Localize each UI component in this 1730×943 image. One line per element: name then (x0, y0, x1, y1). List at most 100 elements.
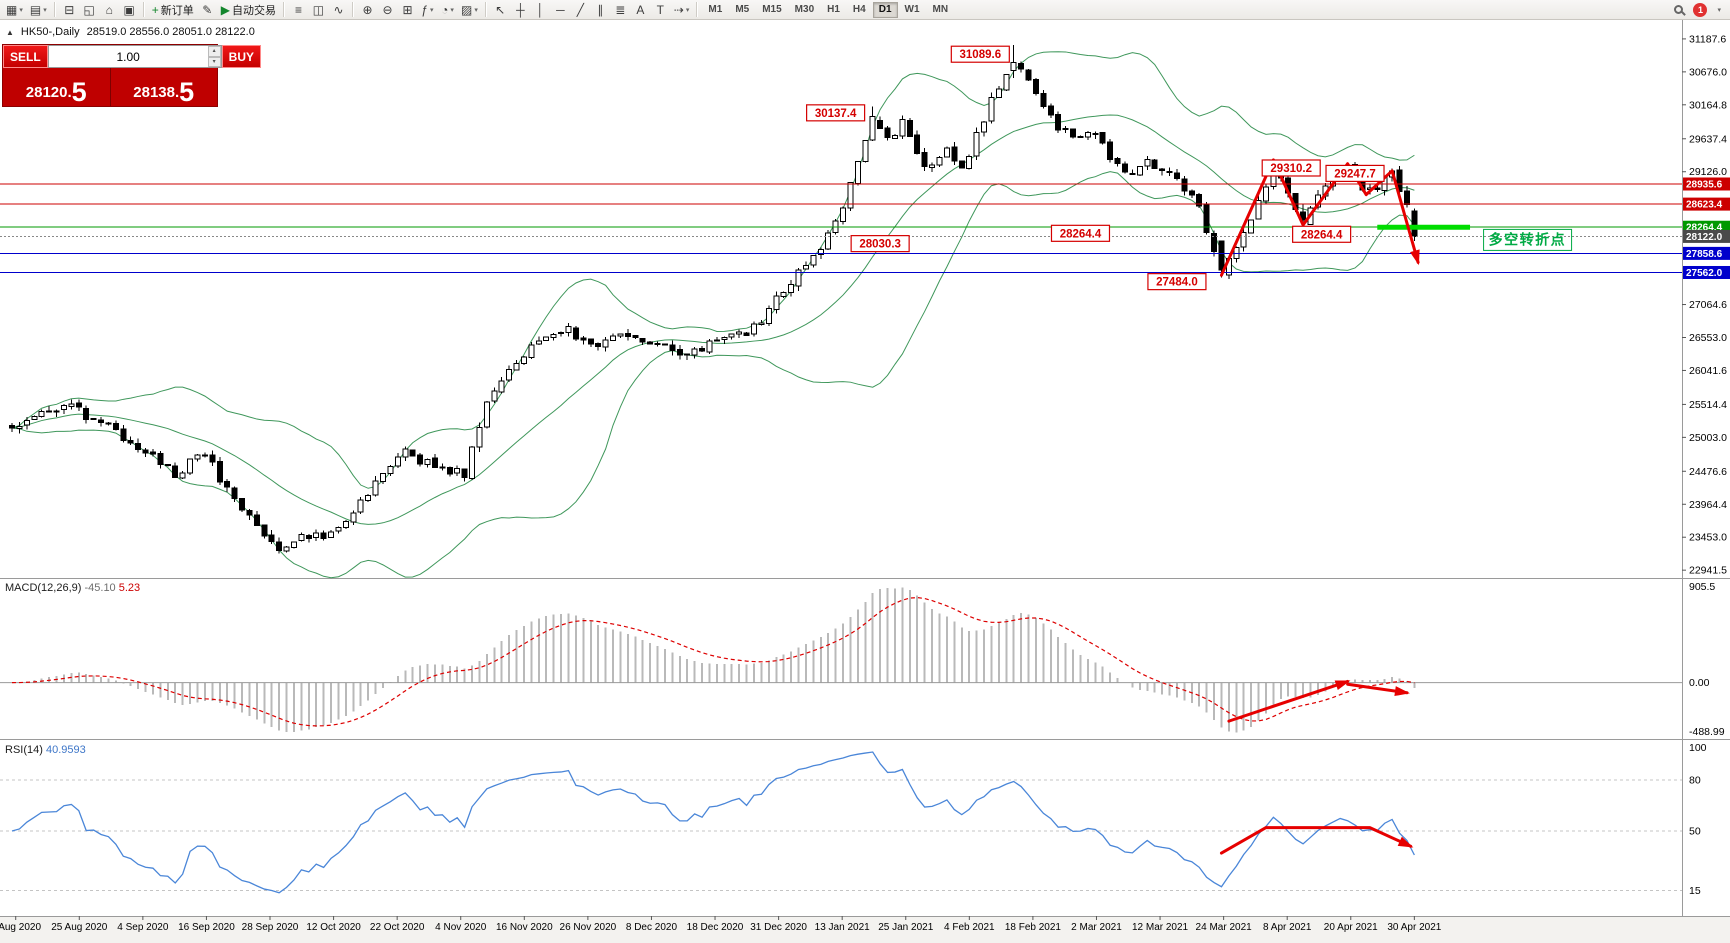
svg-text:905.5: 905.5 (1689, 581, 1715, 593)
toolbar-separator (282, 2, 285, 17)
sell-button[interactable]: SELL (3, 45, 48, 68)
svg-text:2 Mar 2021: 2 Mar 2021 (1071, 922, 1122, 933)
text-label-tool-button[interactable]: T (651, 1, 670, 19)
clock-icon: ◔ (441, 2, 449, 17)
svg-text:23964.4: 23964.4 (1689, 499, 1727, 511)
volume-up-button[interactable]: ▴ (207, 46, 221, 57)
fibonacci-tool-button[interactable]: ≣ (611, 1, 630, 19)
svg-text:0.00: 0.00 (1689, 677, 1710, 689)
svg-text:24476.6: 24476.6 (1689, 466, 1727, 478)
svg-text:28264.4: 28264.4 (1060, 228, 1102, 240)
time-axis[interactable]: 3 Aug 2020 25 Aug 2020 4 Sep 2020 16 Sep 20… (0, 916, 1442, 933)
data-window-icon: ◱ (83, 2, 95, 17)
timeframe-h4-button[interactable]: H4 (847, 2, 872, 18)
tile-windows-button[interactable]: ⊞ (398, 1, 417, 19)
play-icon: ▶ (220, 2, 230, 17)
metaeditor-button[interactable]: ✎ (198, 1, 217, 19)
timeframe-m1-button[interactable]: M1 (702, 2, 728, 18)
trendline-tool-button[interactable]: ╱ (571, 1, 590, 19)
macd-scale: 905.5 0.00 -488.99 (1689, 581, 1725, 738)
buy-button[interactable]: BUY (221, 45, 262, 68)
price-axis[interactable]: 31187.6 30676.0 30164.8 29637.4 29126.0 27064… (1682, 33, 1727, 577)
svg-text:25 Aug 2020: 25 Aug 2020 (51, 922, 108, 933)
svg-text:18 Feb 2021: 18 Feb 2021 (1005, 922, 1062, 933)
templates-button[interactable]: ▨ ▾ (458, 1, 481, 19)
svg-text:26041.6: 26041.6 (1689, 365, 1727, 377)
periods-button[interactable]: ◔ ▾ (438, 1, 457, 19)
svg-text:3 Aug 2020: 3 Aug 2020 (0, 922, 41, 933)
svg-text:29637.4: 29637.4 (1689, 133, 1727, 145)
arrows-tool-button[interactable]: ⇢ ▾ (671, 1, 693, 19)
search-icon[interactable] (1674, 5, 1684, 14)
timeframe-m5-button[interactable]: M5 (729, 2, 755, 18)
cursor-tool-button[interactable]: ↖ (491, 1, 510, 19)
chevron-down-icon: ▾ (685, 6, 690, 14)
svg-text:-488.99: -488.99 (1689, 726, 1725, 738)
buy-price-button[interactable]: 28138. 5 (109, 68, 218, 106)
terminal-button[interactable]: ▣ (120, 1, 139, 19)
svg-text:25514.4: 25514.4 (1689, 399, 1727, 411)
text-label-icon: T (656, 2, 664, 17)
rsi-levels (0, 779, 1682, 891)
timeframe-d1-button[interactable]: D1 (872, 1, 898, 18)
toolbar-separator (142, 2, 145, 17)
vertical-line-tool-button[interactable]: │ (531, 1, 550, 19)
svg-text:23453.0: 23453.0 (1689, 532, 1727, 544)
timeframe-m30-button[interactable]: M30 (789, 2, 820, 18)
crosshair-tool-button[interactable]: ┼ (511, 1, 530, 19)
terminal-icon: ▣ (123, 2, 135, 17)
svg-text:31187.6: 31187.6 (1689, 33, 1726, 45)
line-chart-button[interactable]: ∿ (329, 1, 348, 19)
svg-text:25003.0: 25003.0 (1689, 432, 1727, 444)
navigator-button[interactable]: ⌂ (100, 1, 119, 19)
horizontal-line-tool-button[interactable]: ─ (551, 1, 570, 19)
timeframe-m15-button[interactable]: M15 (756, 2, 787, 18)
volume-box: ▴ ▾ (47, 45, 222, 68)
sell-price-button[interactable]: 28120. 5 (3, 68, 110, 106)
volume-input[interactable] (48, 46, 208, 67)
candlestick-chart-button[interactable]: ◫ (309, 1, 328, 19)
notification-badge[interactable]: 1 (1693, 2, 1708, 17)
volume-down-button[interactable]: ▾ (207, 56, 221, 67)
zoom-in-button[interactable]: ⊕ (358, 1, 377, 19)
channel-icon: ∥ (597, 2, 604, 17)
rsi-scale: 100 80 50 15 (1689, 742, 1707, 897)
text-tool-button[interactable]: A (631, 1, 650, 19)
autotrading-button[interactable]: ▶ 自动交易 (218, 1, 279, 19)
bar-chart-button[interactable]: ≡ (289, 1, 308, 19)
toolbar-overflow-icon[interactable]: ▾ (1717, 6, 1721, 14)
price-callouts[interactable]: 31089.6 30137.4 29310.2 29247.7 28264.4 28264… (806, 45, 1385, 291)
toolbar: ▦ ▾ ▤ ▾ ⊟ ◱ ⌂ ▣ + 新订单 ✎ ▶ 自动交易 ≡ ◫ ∿ ⊕ ⊖… (0, 0, 1730, 20)
new-chart-button[interactable]: ▦ ▾ (3, 1, 26, 19)
vertical-line-icon: │ (536, 2, 545, 17)
tile-windows-icon: ⊞ (402, 2, 413, 17)
chevron-down-icon: ▾ (450, 6, 454, 14)
rsi-arrows[interactable] (1219, 826, 1414, 855)
price-chart[interactable]: 31089.6 30137.4 29310.2 29247.7 28264.4 28264… (0, 20, 1730, 943)
symbol-period-label: HK50-,Daily (20, 26, 80, 38)
svg-text:50: 50 (1689, 826, 1701, 838)
svg-text:25 Jan 2021: 25 Jan 2021 (878, 922, 933, 933)
macd-signal-line (11, 596, 1415, 727)
market-watch-button[interactable]: ⊟ (60, 1, 79, 19)
timeframe-h1-button[interactable]: H1 (821, 2, 846, 18)
timeframe-w1-button[interactable]: W1 (899, 2, 926, 18)
timeframe-mn-button[interactable]: MN (927, 2, 955, 18)
turning-point-note[interactable]: 多空转折点 (1483, 228, 1573, 251)
macd-arrows[interactable] (1227, 679, 1410, 723)
svg-text:29247.7: 29247.7 (1334, 168, 1376, 180)
new-chart-icon: ▦ (6, 2, 18, 17)
profiles-button[interactable]: ▤ ▾ (27, 1, 50, 19)
svg-text:31 Dec 2020: 31 Dec 2020 (750, 922, 807, 933)
candlesticks (9, 45, 1418, 554)
data-window-button[interactable]: ◱ (80, 1, 99, 19)
zoom-out-button[interactable]: ⊖ (378, 1, 397, 19)
indicators-button[interactable]: ƒ ▾ (418, 1, 437, 19)
svg-text:26 Nov 2020: 26 Nov 2020 (560, 922, 617, 933)
chart-info-line: ▲ HK50-,Daily 28519.0 28556.0 28051.0 28… (6, 26, 255, 38)
channel-tool-button[interactable]: ∥ (591, 1, 610, 19)
svg-text:28 Sep 2020: 28 Sep 2020 (242, 922, 299, 933)
new-order-button[interactable]: + 新订单 (149, 1, 197, 19)
svg-text:26553.0: 26553.0 (1689, 332, 1727, 344)
